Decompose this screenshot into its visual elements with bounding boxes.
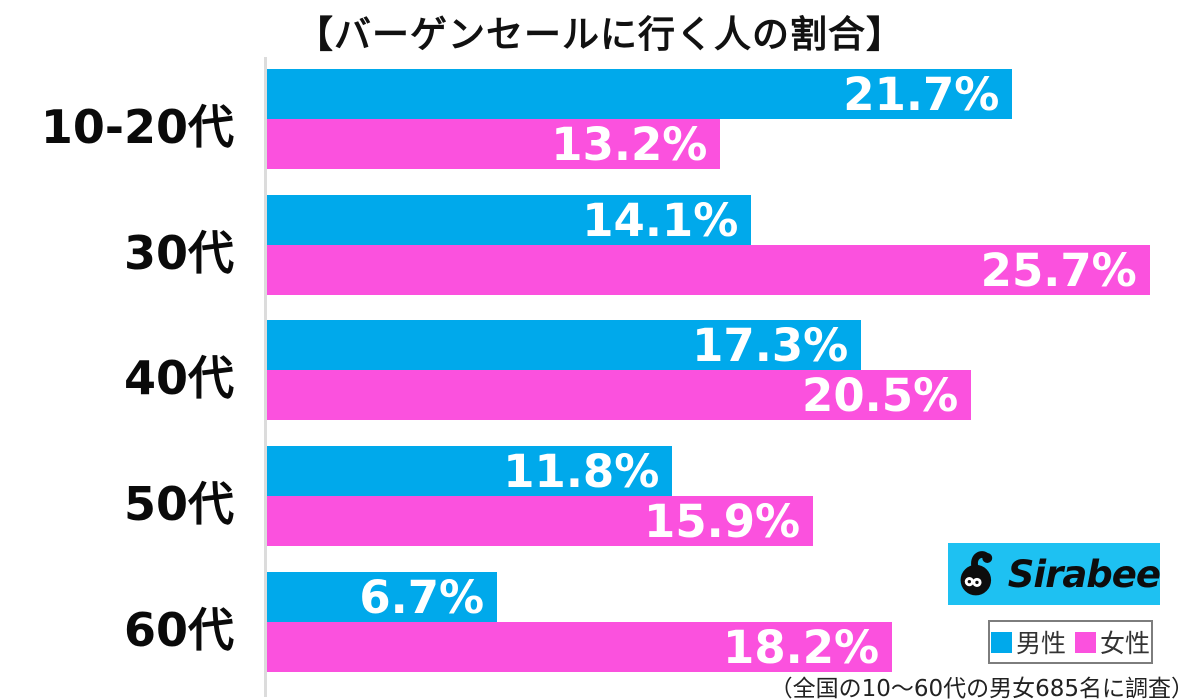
bar-男性-60代: 6.7%	[267, 570, 498, 624]
bar-男性-10-20代: 21.7%	[267, 68, 1013, 121]
bar-value-label: 6.7%	[359, 570, 485, 624]
category-label: 10-20代	[40, 100, 234, 154]
category-label: 30代	[123, 225, 234, 280]
bar-女性-60代: 18.2%	[267, 620, 893, 674]
legend: 男性 女性	[988, 620, 1153, 664]
legend-item-male: 男性	[990, 624, 1066, 660]
bar-value-label: 20.5%	[802, 369, 959, 423]
legend-label-female: 女性	[1100, 629, 1151, 658]
bar-女性-10-20代: 13.2%	[267, 118, 721, 171]
sirabee-logo: Sirabee	[948, 543, 1161, 605]
category-label: 50代	[123, 477, 234, 532]
legend-label-male: 男性	[1015, 629, 1066, 658]
chart-title: 【バーゲンセールに行く人の割合】	[296, 13, 904, 56]
bar-value-label: 17.3%	[692, 319, 849, 373]
footnote: （全国の10〜60代の男女685名に調査）	[769, 676, 1194, 699]
category-label: 60代	[123, 602, 234, 657]
bar-value-label: 25.7%	[980, 243, 1137, 297]
legend-item-female: 女性	[1075, 624, 1150, 660]
bar-女性-50代: 15.9%	[267, 495, 814, 549]
bar-女性-30代: 25.7%	[267, 243, 1150, 297]
bar-value-label: 13.2%	[551, 118, 708, 171]
bar-value-label: 11.8%	[503, 445, 660, 499]
bar-value-label: 15.9%	[644, 495, 801, 549]
bar-男性-30代: 14.1%	[267, 193, 752, 247]
bar-女性-40代: 20.5%	[267, 369, 972, 423]
bar-value-label: 21.7%	[843, 68, 1000, 121]
y-axis-line	[264, 57, 267, 697]
bar-value-label: 14.1%	[582, 193, 739, 247]
legend-swatch-female-icon	[1075, 631, 1096, 653]
bar-value-label: 18.2%	[723, 620, 880, 674]
bar-男性-50代: 11.8%	[267, 445, 673, 499]
legend-swatch-male-icon	[990, 631, 1012, 653]
bar-男性-40代: 17.3%	[267, 319, 862, 373]
sirabee-mascot-icon	[960, 551, 993, 596]
sirabee-logo-text: Sirabee	[1007, 552, 1161, 596]
category-label: 40代	[123, 351, 234, 406]
